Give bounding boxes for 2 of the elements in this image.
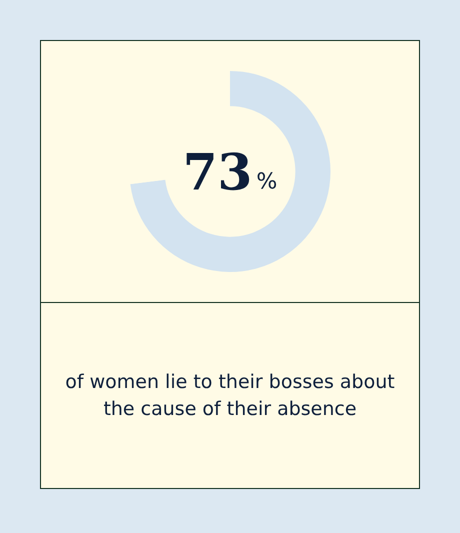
text: of women lie to their bosses about the cause of their absence xyxy=(64,370,396,422)
data-label: 73% xyxy=(182,142,278,202)
